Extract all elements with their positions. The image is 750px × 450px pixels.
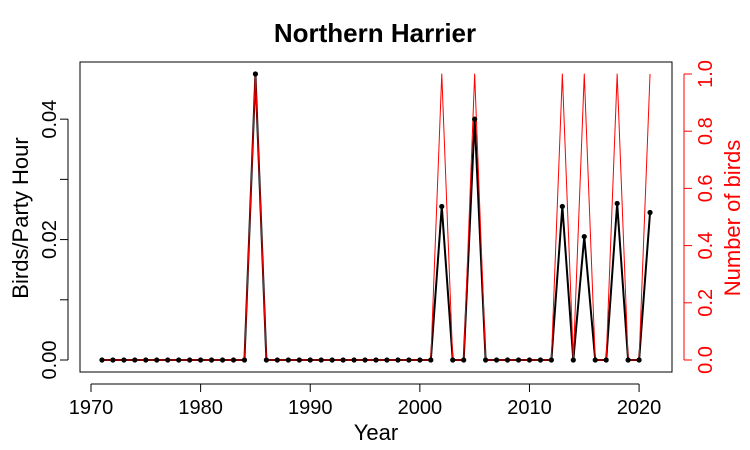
data-point xyxy=(592,357,598,363)
data-point xyxy=(461,357,467,363)
data-point xyxy=(515,357,522,363)
data-point xyxy=(439,203,445,210)
data-point xyxy=(285,357,291,363)
data-point xyxy=(132,357,138,363)
y-left-tick-label: 0.02 xyxy=(39,220,61,259)
y-right-tick-label: 0.4 xyxy=(695,232,717,260)
data-point xyxy=(340,357,346,363)
data-point xyxy=(625,357,631,363)
data-point xyxy=(603,357,609,363)
data-point xyxy=(110,357,116,363)
y-right-tick-label: 0.2 xyxy=(695,289,717,317)
data-point xyxy=(504,357,511,363)
y-right-tick-label: 1.0 xyxy=(695,60,717,88)
plot-area xyxy=(79,61,673,373)
data-point xyxy=(219,357,226,363)
data-point xyxy=(263,357,269,363)
data-point xyxy=(526,357,533,363)
data-point xyxy=(559,203,565,210)
data-point xyxy=(614,200,620,207)
data-point xyxy=(384,357,390,363)
data-point xyxy=(230,357,237,363)
data-point xyxy=(417,357,423,363)
data-point xyxy=(570,357,576,363)
series-layer xyxy=(99,71,653,363)
data-point xyxy=(406,357,412,363)
data-point xyxy=(395,357,401,363)
data-point xyxy=(636,357,642,363)
data-point xyxy=(537,357,544,363)
y-right-tick-label: 0.6 xyxy=(695,174,717,202)
data-point xyxy=(351,357,357,363)
data-point xyxy=(198,357,204,363)
data-point xyxy=(362,357,368,363)
x-tick-label: 1980 xyxy=(178,397,223,419)
data-point xyxy=(143,357,149,363)
data-point xyxy=(208,357,215,363)
y-right-tick-label: 0.0 xyxy=(695,346,717,374)
x-axis-label: Year xyxy=(354,420,398,445)
data-point xyxy=(99,357,105,363)
y-left-tick-label: 0.04 xyxy=(39,100,61,139)
data-point xyxy=(307,357,313,363)
data-point xyxy=(483,357,489,363)
data-point xyxy=(329,357,335,363)
data-point xyxy=(187,357,193,363)
x-tick-label: 2000 xyxy=(398,397,443,419)
data-point xyxy=(154,357,160,363)
x-axis: 1970 1980 1990 2000 2010 2020 xyxy=(69,383,662,419)
data-point xyxy=(318,357,324,363)
x-tick-label: 2010 xyxy=(507,397,552,419)
y-right-tick-label: 0.8 xyxy=(695,117,717,145)
data-point xyxy=(252,71,259,77)
data-point xyxy=(241,357,248,363)
y-left-tick-label: 0.00 xyxy=(39,341,61,380)
y-axis-right: 0.0 0.2 0.4 0.6 0.8 1.0 xyxy=(683,60,717,374)
data-point xyxy=(121,357,127,363)
y-axis-left: 0.00 0.02 0.04 xyxy=(39,100,69,380)
y-axis-left-label: Birds/Party Hour xyxy=(8,137,33,298)
data-point xyxy=(274,357,280,363)
data-point xyxy=(450,357,456,363)
data-point xyxy=(472,116,478,122)
data-point xyxy=(647,209,653,216)
x-tick-label: 1970 xyxy=(69,397,114,419)
data-point xyxy=(296,357,302,363)
data-point xyxy=(548,357,554,363)
series-line-number-of-birds xyxy=(101,73,651,361)
chart-title: Northern Harrier xyxy=(274,18,476,48)
data-point xyxy=(581,233,587,240)
data-point xyxy=(176,357,182,363)
data-point xyxy=(428,357,434,363)
data-point xyxy=(493,357,500,363)
data-point xyxy=(373,357,379,363)
data-point xyxy=(165,357,171,363)
x-tick-label: 2020 xyxy=(617,397,662,419)
y-axis-right-label: Number of birds xyxy=(720,140,745,297)
x-tick-label: 1990 xyxy=(288,397,333,419)
